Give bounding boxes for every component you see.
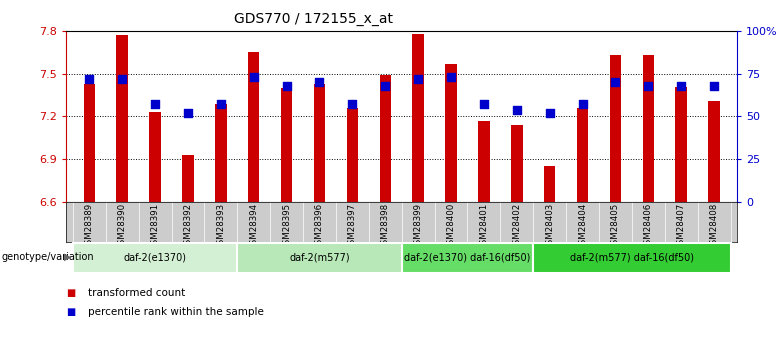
Bar: [576, 108, 588, 202]
Bar: [413, 34, 424, 202]
Bar: [402, 243, 534, 273]
Text: GSM28403: GSM28403: [545, 203, 554, 250]
Text: genotype/variation: genotype/variation: [2, 252, 94, 262]
Point: [215, 102, 227, 107]
Text: GSM28402: GSM28402: [512, 203, 521, 250]
Bar: [83, 84, 95, 202]
Point: [609, 80, 622, 85]
Bar: [544, 166, 555, 202]
Point: [182, 110, 194, 116]
Text: GSM28390: GSM28390: [118, 203, 126, 250]
Point: [445, 75, 457, 80]
Bar: [183, 155, 193, 202]
Text: transformed count: transformed count: [88, 288, 186, 298]
Bar: [511, 125, 523, 202]
Text: GSM28397: GSM28397: [348, 203, 357, 250]
Point: [280, 83, 292, 88]
Point: [314, 80, 326, 85]
Text: GSM28394: GSM28394: [250, 203, 258, 250]
Text: ■: ■: [66, 307, 76, 317]
Bar: [380, 75, 391, 202]
Point: [642, 83, 654, 88]
Point: [477, 102, 490, 107]
Point: [707, 83, 720, 88]
Text: GSM28408: GSM28408: [710, 203, 718, 250]
Point: [247, 75, 260, 80]
Point: [576, 102, 589, 107]
Bar: [248, 52, 260, 202]
Text: GSM28400: GSM28400: [446, 203, 456, 250]
Text: GSM28391: GSM28391: [151, 203, 160, 250]
Point: [83, 76, 96, 82]
Text: daf-2(m577) daf-16(df50): daf-2(m577) daf-16(df50): [570, 252, 694, 262]
Bar: [478, 121, 490, 202]
Bar: [281, 88, 292, 202]
Bar: [314, 84, 325, 202]
Text: ■: ■: [66, 288, 76, 298]
Text: GSM28405: GSM28405: [611, 203, 620, 250]
Bar: [237, 243, 402, 273]
Text: GSM28396: GSM28396: [315, 203, 324, 250]
Text: GSM28398: GSM28398: [381, 203, 390, 250]
Bar: [534, 243, 731, 273]
Point: [675, 83, 687, 88]
Bar: [215, 104, 227, 202]
Point: [346, 102, 359, 107]
Text: GSM28395: GSM28395: [282, 203, 291, 250]
Point: [149, 102, 161, 107]
Text: daf-2(e1370) daf-16(df50): daf-2(e1370) daf-16(df50): [404, 252, 530, 262]
Text: GSM28392: GSM28392: [183, 203, 193, 250]
Bar: [445, 64, 457, 202]
Bar: [116, 35, 128, 202]
Point: [544, 110, 556, 116]
Bar: [346, 108, 358, 202]
Point: [379, 83, 392, 88]
Text: GSM28401: GSM28401: [480, 203, 488, 250]
Text: GSM28389: GSM28389: [85, 203, 94, 250]
Bar: [643, 55, 654, 202]
Text: GSM28399: GSM28399: [413, 203, 423, 250]
Bar: [675, 87, 687, 202]
Bar: [73, 243, 237, 273]
Text: daf-2(m577): daf-2(m577): [289, 252, 349, 262]
Bar: [610, 55, 621, 202]
Text: GSM28404: GSM28404: [578, 203, 587, 250]
Text: GDS770 / 172155_x_at: GDS770 / 172155_x_at: [234, 12, 393, 26]
Text: percentile rank within the sample: percentile rank within the sample: [88, 307, 264, 317]
Point: [511, 107, 523, 112]
Text: GSM28393: GSM28393: [216, 203, 225, 250]
Text: daf-2(e1370): daf-2(e1370): [123, 252, 186, 262]
Text: GSM28406: GSM28406: [644, 203, 653, 250]
Text: ▶: ▶: [64, 252, 72, 262]
Point: [412, 76, 424, 82]
Point: [116, 76, 129, 82]
Text: GSM28407: GSM28407: [677, 203, 686, 250]
Bar: [149, 112, 161, 202]
Bar: [708, 101, 720, 202]
